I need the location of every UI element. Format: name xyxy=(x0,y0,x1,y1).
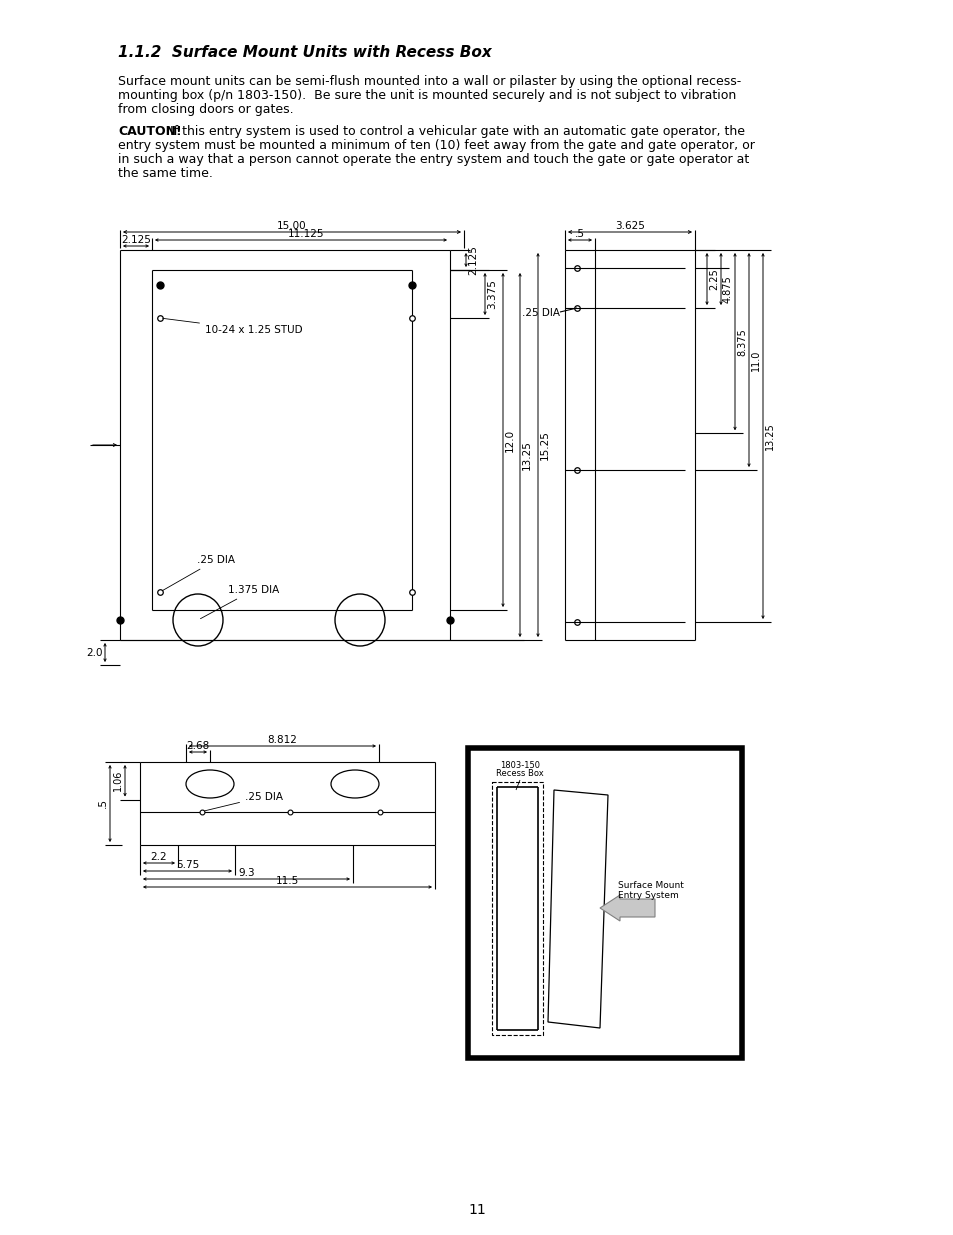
Text: 13.25: 13.25 xyxy=(521,440,532,471)
Text: 5.75: 5.75 xyxy=(175,860,199,869)
Text: .5: .5 xyxy=(98,799,108,809)
Text: .25 DIA: .25 DIA xyxy=(521,308,559,317)
Text: 9.3: 9.3 xyxy=(238,868,254,878)
Text: 2.125: 2.125 xyxy=(468,245,477,275)
Bar xyxy=(468,748,741,1058)
Text: 11.0: 11.0 xyxy=(750,350,760,370)
Text: 8.375: 8.375 xyxy=(737,327,746,356)
Text: 15.00: 15.00 xyxy=(277,221,307,231)
Text: 11.125: 11.125 xyxy=(288,228,324,240)
Text: 3.625: 3.625 xyxy=(615,221,644,231)
Text: 4.875: 4.875 xyxy=(722,275,732,303)
Text: 13.25: 13.25 xyxy=(764,422,774,450)
Text: .5: .5 xyxy=(575,228,584,240)
Text: in such a way that a person cannot operate the entry system and touch the gate o: in such a way that a person cannot opera… xyxy=(118,153,748,165)
Text: 2.25: 2.25 xyxy=(708,268,719,290)
Text: CAUTON!: CAUTON! xyxy=(118,125,182,138)
Text: Surface Mount: Surface Mount xyxy=(618,881,683,890)
Text: 15.25: 15.25 xyxy=(539,430,550,459)
Text: 1.375 DIA: 1.375 DIA xyxy=(200,585,279,619)
Bar xyxy=(492,782,542,1035)
Text: mounting box (p/n 1803-150).  Be sure the unit is mounted securely and is not su: mounting box (p/n 1803-150). Be sure the… xyxy=(118,89,736,103)
Text: 2.68: 2.68 xyxy=(186,741,210,751)
Text: 1.06: 1.06 xyxy=(112,771,123,792)
Text: .25 DIA: .25 DIA xyxy=(205,792,283,811)
Text: 3.375: 3.375 xyxy=(486,279,497,309)
Text: 11.5: 11.5 xyxy=(275,876,299,885)
Text: 2.125: 2.125 xyxy=(121,235,151,245)
Text: 2.2: 2.2 xyxy=(151,852,167,862)
Polygon shape xyxy=(547,790,607,1028)
Text: 12.0: 12.0 xyxy=(504,429,515,452)
Text: 11: 11 xyxy=(468,1203,485,1216)
Text: Entry System: Entry System xyxy=(618,890,678,900)
Text: If this entry system is used to control a vehicular gate with an automatic gate : If this entry system is used to control … xyxy=(162,125,744,138)
Text: 8.812: 8.812 xyxy=(267,735,297,745)
Text: Recess Box: Recess Box xyxy=(496,769,543,778)
Text: the same time.: the same time. xyxy=(118,167,213,180)
Text: 1.1.2  Surface Mount Units with Recess Box: 1.1.2 Surface Mount Units with Recess Bo… xyxy=(118,44,491,61)
Text: entry system must be mounted a minimum of ten (10) feet away from the gate and g: entry system must be mounted a minimum o… xyxy=(118,140,754,152)
FancyArrow shape xyxy=(599,895,655,921)
Text: 1803-150: 1803-150 xyxy=(499,761,539,769)
Text: Surface mount units can be semi-flush mounted into a wall or pilaster by using t: Surface mount units can be semi-flush mo… xyxy=(118,75,740,88)
Text: 2.0: 2.0 xyxy=(87,647,103,657)
Text: from closing doors or gates.: from closing doors or gates. xyxy=(118,103,294,116)
Text: 10-24 x 1.25 STUD: 10-24 x 1.25 STUD xyxy=(163,319,302,335)
Text: .25 DIA: .25 DIA xyxy=(162,555,234,590)
